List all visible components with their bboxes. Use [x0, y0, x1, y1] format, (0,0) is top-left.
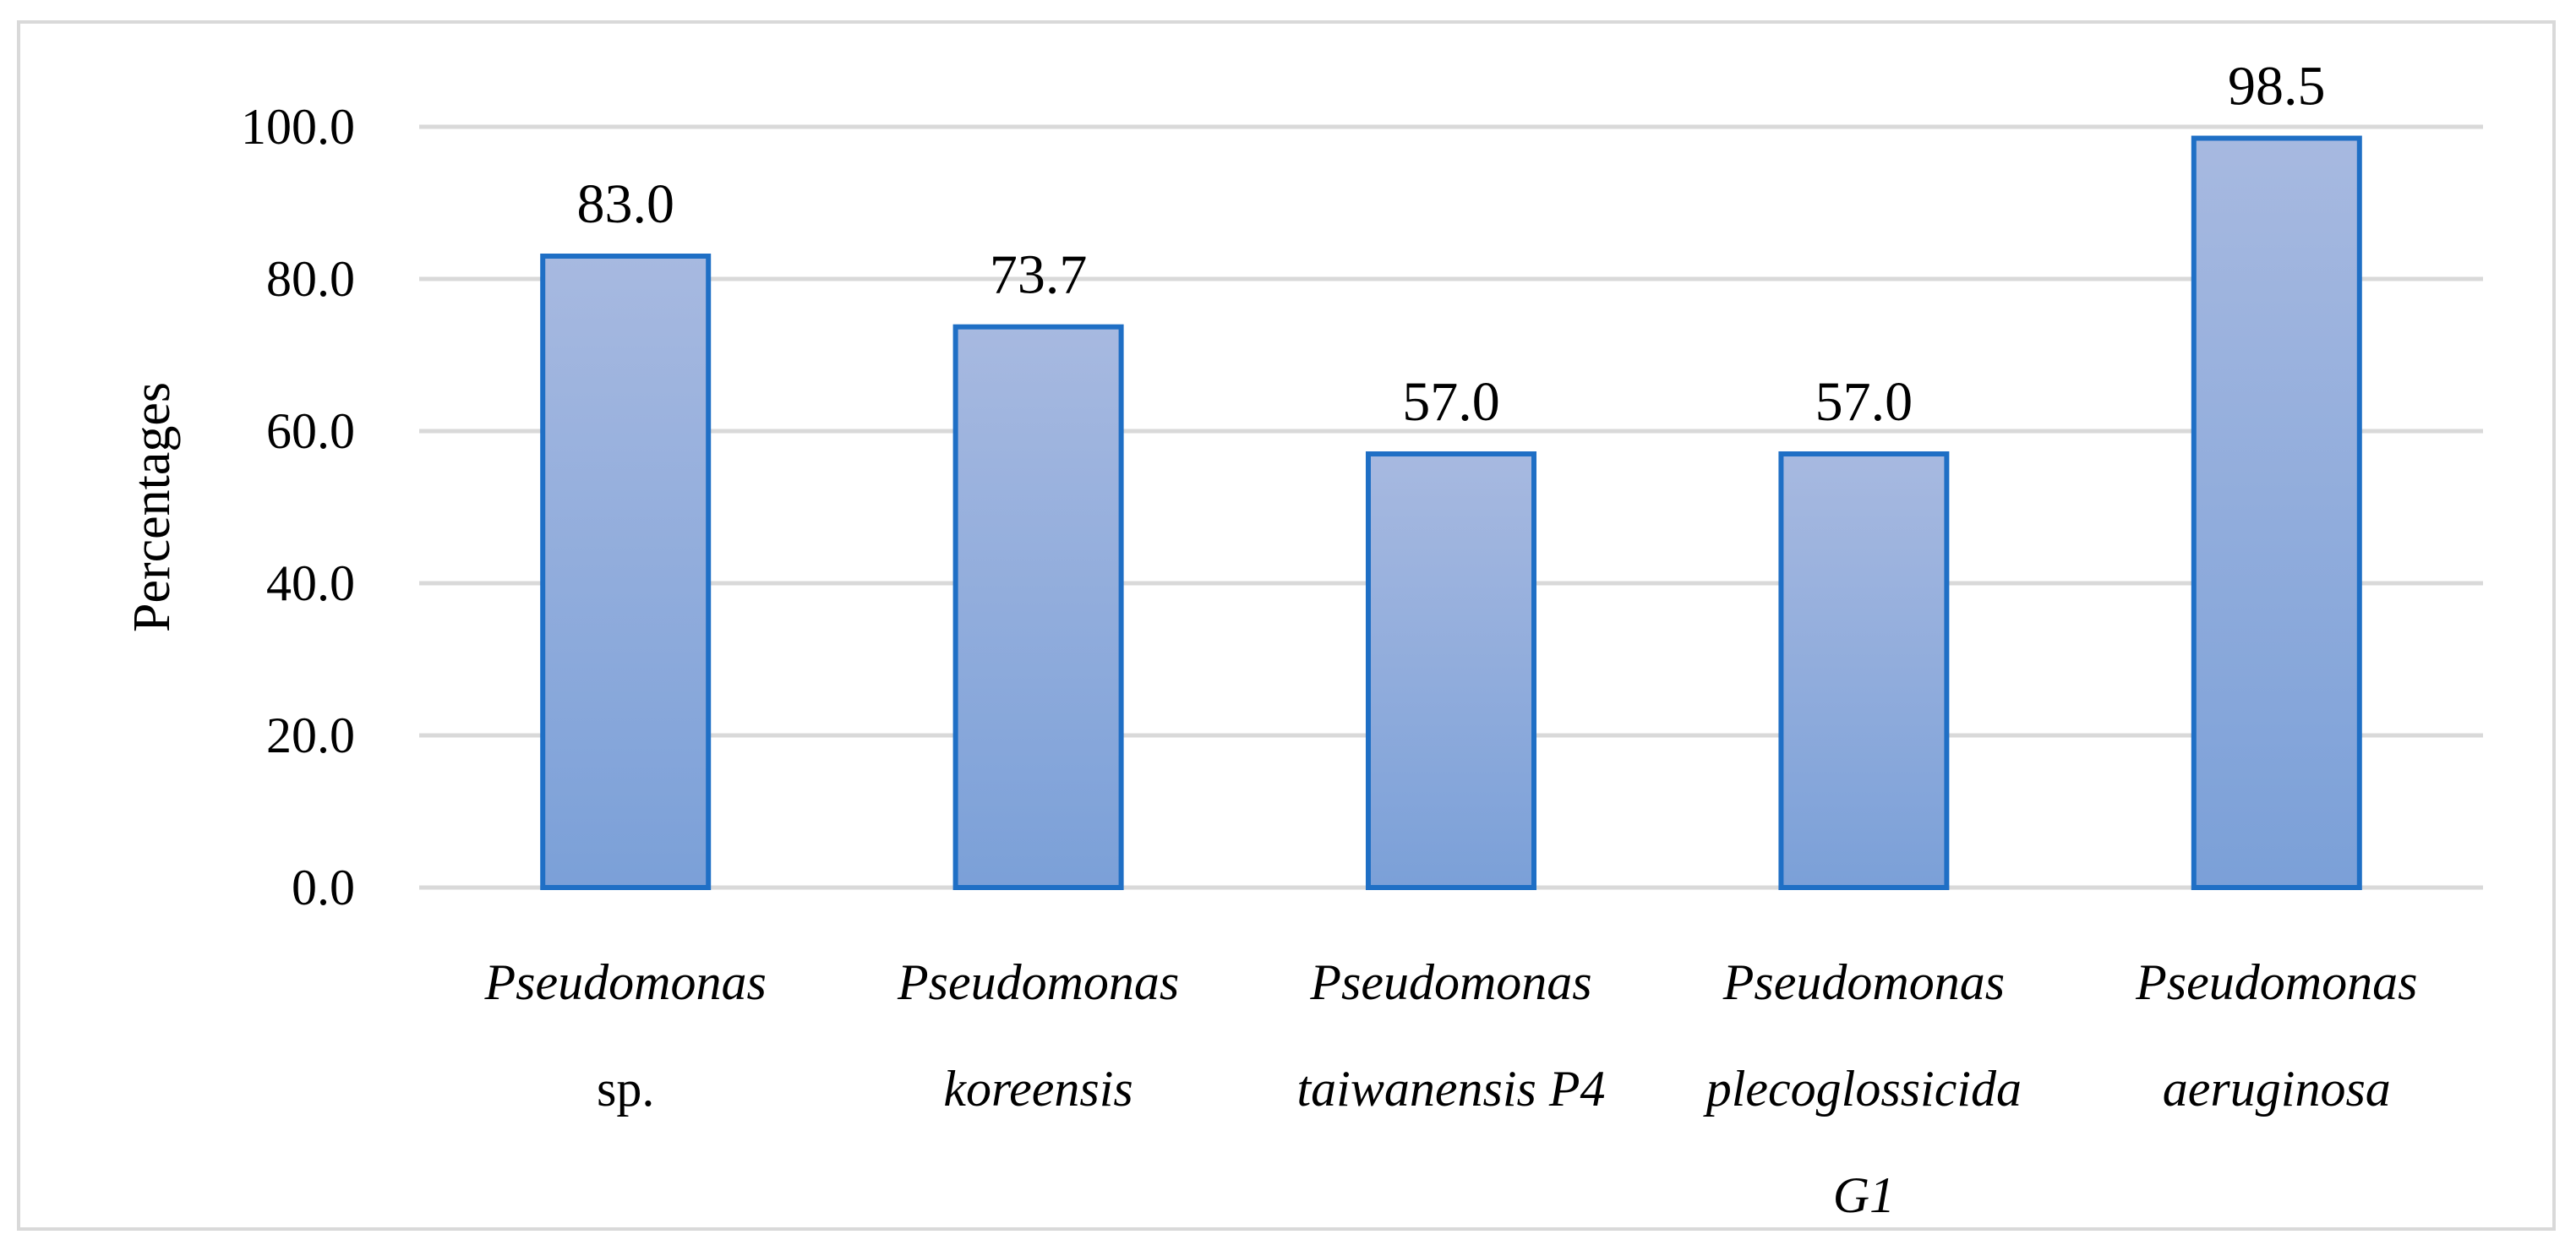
bar	[2191, 135, 2362, 890]
gridlines	[419, 124, 2483, 890]
bars	[540, 135, 2362, 890]
data-label: 73.7	[990, 244, 1088, 306]
data-label: 57.0	[1402, 371, 1500, 433]
x-category-label: Pseudomonas	[1722, 954, 2005, 1010]
x-category-label: Pseudomonas	[2135, 954, 2417, 1010]
y-tick-label: 0.0	[292, 860, 355, 915]
y-tick-label: 80.0	[266, 251, 355, 307]
y-tick-label: 40.0	[266, 555, 355, 611]
x-category-label: Pseudomonas	[897, 954, 1179, 1010]
y-axis-ticks: 0.0 20.0 40.0 60.0 80.0 100.0	[241, 99, 355, 915]
bar	[540, 254, 712, 890]
x-category-label: taiwanensis P4	[1296, 1061, 1605, 1117]
y-tick-label: 100.0	[241, 99, 355, 155]
x-category-label: koreensis	[943, 1061, 1132, 1117]
x-category-label: plecoglossicida	[1703, 1061, 2022, 1117]
x-category-label: Pseudomonas	[484, 954, 767, 1010]
data-label: 83.0	[576, 173, 674, 235]
y-tick-label: 60.0	[266, 403, 355, 459]
y-axis-title: Percentages	[123, 382, 181, 632]
chart-frame	[17, 20, 2556, 1231]
x-category-label: G1	[1833, 1167, 1895, 1223]
x-category-label: Pseudomonas	[1309, 954, 1591, 1010]
data-label: 98.5	[2228, 56, 2326, 117]
x-category-label: aeruginosa	[2163, 1061, 2391, 1117]
data-labels: 83.0 73.7 57.0 57.0 98.5	[576, 56, 2325, 434]
bar	[1778, 451, 1950, 890]
x-category-label: sp.	[597, 1061, 654, 1117]
data-label: 57.0	[1815, 371, 1913, 433]
x-axis-categories: Pseudomonas sp. Pseudomonas koreensis Pseudo…	[484, 954, 2418, 1223]
bar	[952, 324, 1124, 890]
bar	[1366, 451, 1536, 890]
y-tick-label: 20.0	[266, 707, 355, 763]
